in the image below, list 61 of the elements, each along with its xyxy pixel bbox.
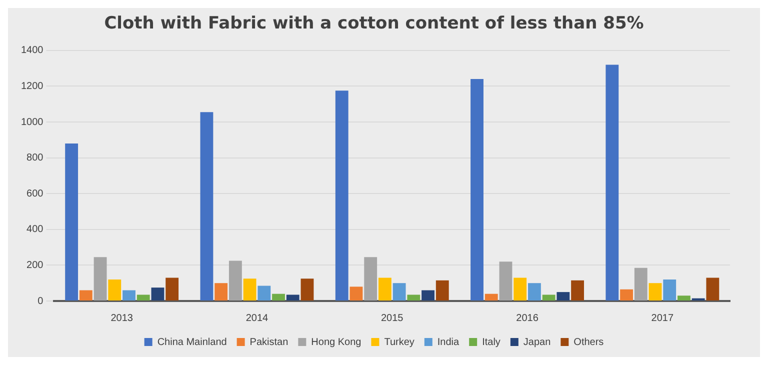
bar <box>166 278 179 300</box>
bar <box>136 294 150 300</box>
bar <box>79 290 92 300</box>
bar <box>228 260 242 300</box>
bar <box>620 289 633 300</box>
bar <box>470 79 484 300</box>
bar <box>122 290 136 300</box>
y-tick-label: 1400 <box>20 45 44 56</box>
bar <box>378 278 392 300</box>
bar <box>108 280 122 300</box>
bar <box>335 90 348 300</box>
x-tick-label: 2016 <box>516 312 539 324</box>
bar <box>606 64 619 300</box>
legend-label: India <box>437 336 460 348</box>
bar <box>258 286 271 300</box>
y-tick-label: 200 <box>26 260 44 271</box>
bar <box>528 283 541 300</box>
x-tick-label: 2017 <box>651 312 674 324</box>
bar <box>706 278 720 300</box>
legend-label: Italy <box>482 336 500 348</box>
bar <box>648 283 662 300</box>
bar <box>243 278 256 300</box>
y-tick-label: 1200 <box>20 80 44 92</box>
bar <box>300 278 314 300</box>
y-tick-label: 800 <box>26 152 44 164</box>
bar <box>571 280 584 300</box>
bar <box>556 292 570 300</box>
bar <box>200 112 214 300</box>
legend-label: Others <box>574 336 604 348</box>
x-tick-label: 2014 <box>246 312 269 324</box>
bar <box>436 280 449 300</box>
bar <box>422 290 434 300</box>
y-tick-label: 400 <box>26 224 44 236</box>
bar <box>542 294 556 300</box>
bar <box>65 143 78 300</box>
legend-label: Pakistan <box>250 336 288 348</box>
bar <box>514 278 527 300</box>
bar <box>214 283 228 300</box>
bar <box>663 280 676 300</box>
bar <box>678 296 690 300</box>
bar <box>151 288 164 300</box>
y-tick-label: 600 <box>26 188 44 200</box>
bar <box>364 257 378 300</box>
legend-label: Turkey <box>384 336 414 348</box>
x-tick-label: 2015 <box>381 312 404 324</box>
x-tick-label: 2013 <box>110 312 134 324</box>
bar <box>407 294 420 300</box>
legend-label: Japan <box>523 336 551 348</box>
bar <box>94 257 107 300</box>
y-tick-label: 0 <box>38 296 44 307</box>
bar <box>286 294 300 300</box>
chart-title: Cloth with Fabric with a cotton content of less than 85% <box>104 14 644 34</box>
bar <box>272 294 285 300</box>
bar <box>634 268 648 300</box>
bar <box>499 262 512 300</box>
bar <box>350 286 363 300</box>
bar <box>392 283 406 300</box>
legend-label: Hong Kong <box>311 336 362 348</box>
bar <box>484 294 498 300</box>
y-tick-label: 1000 <box>20 116 44 128</box>
legend-label: China Mainland <box>157 336 227 348</box>
